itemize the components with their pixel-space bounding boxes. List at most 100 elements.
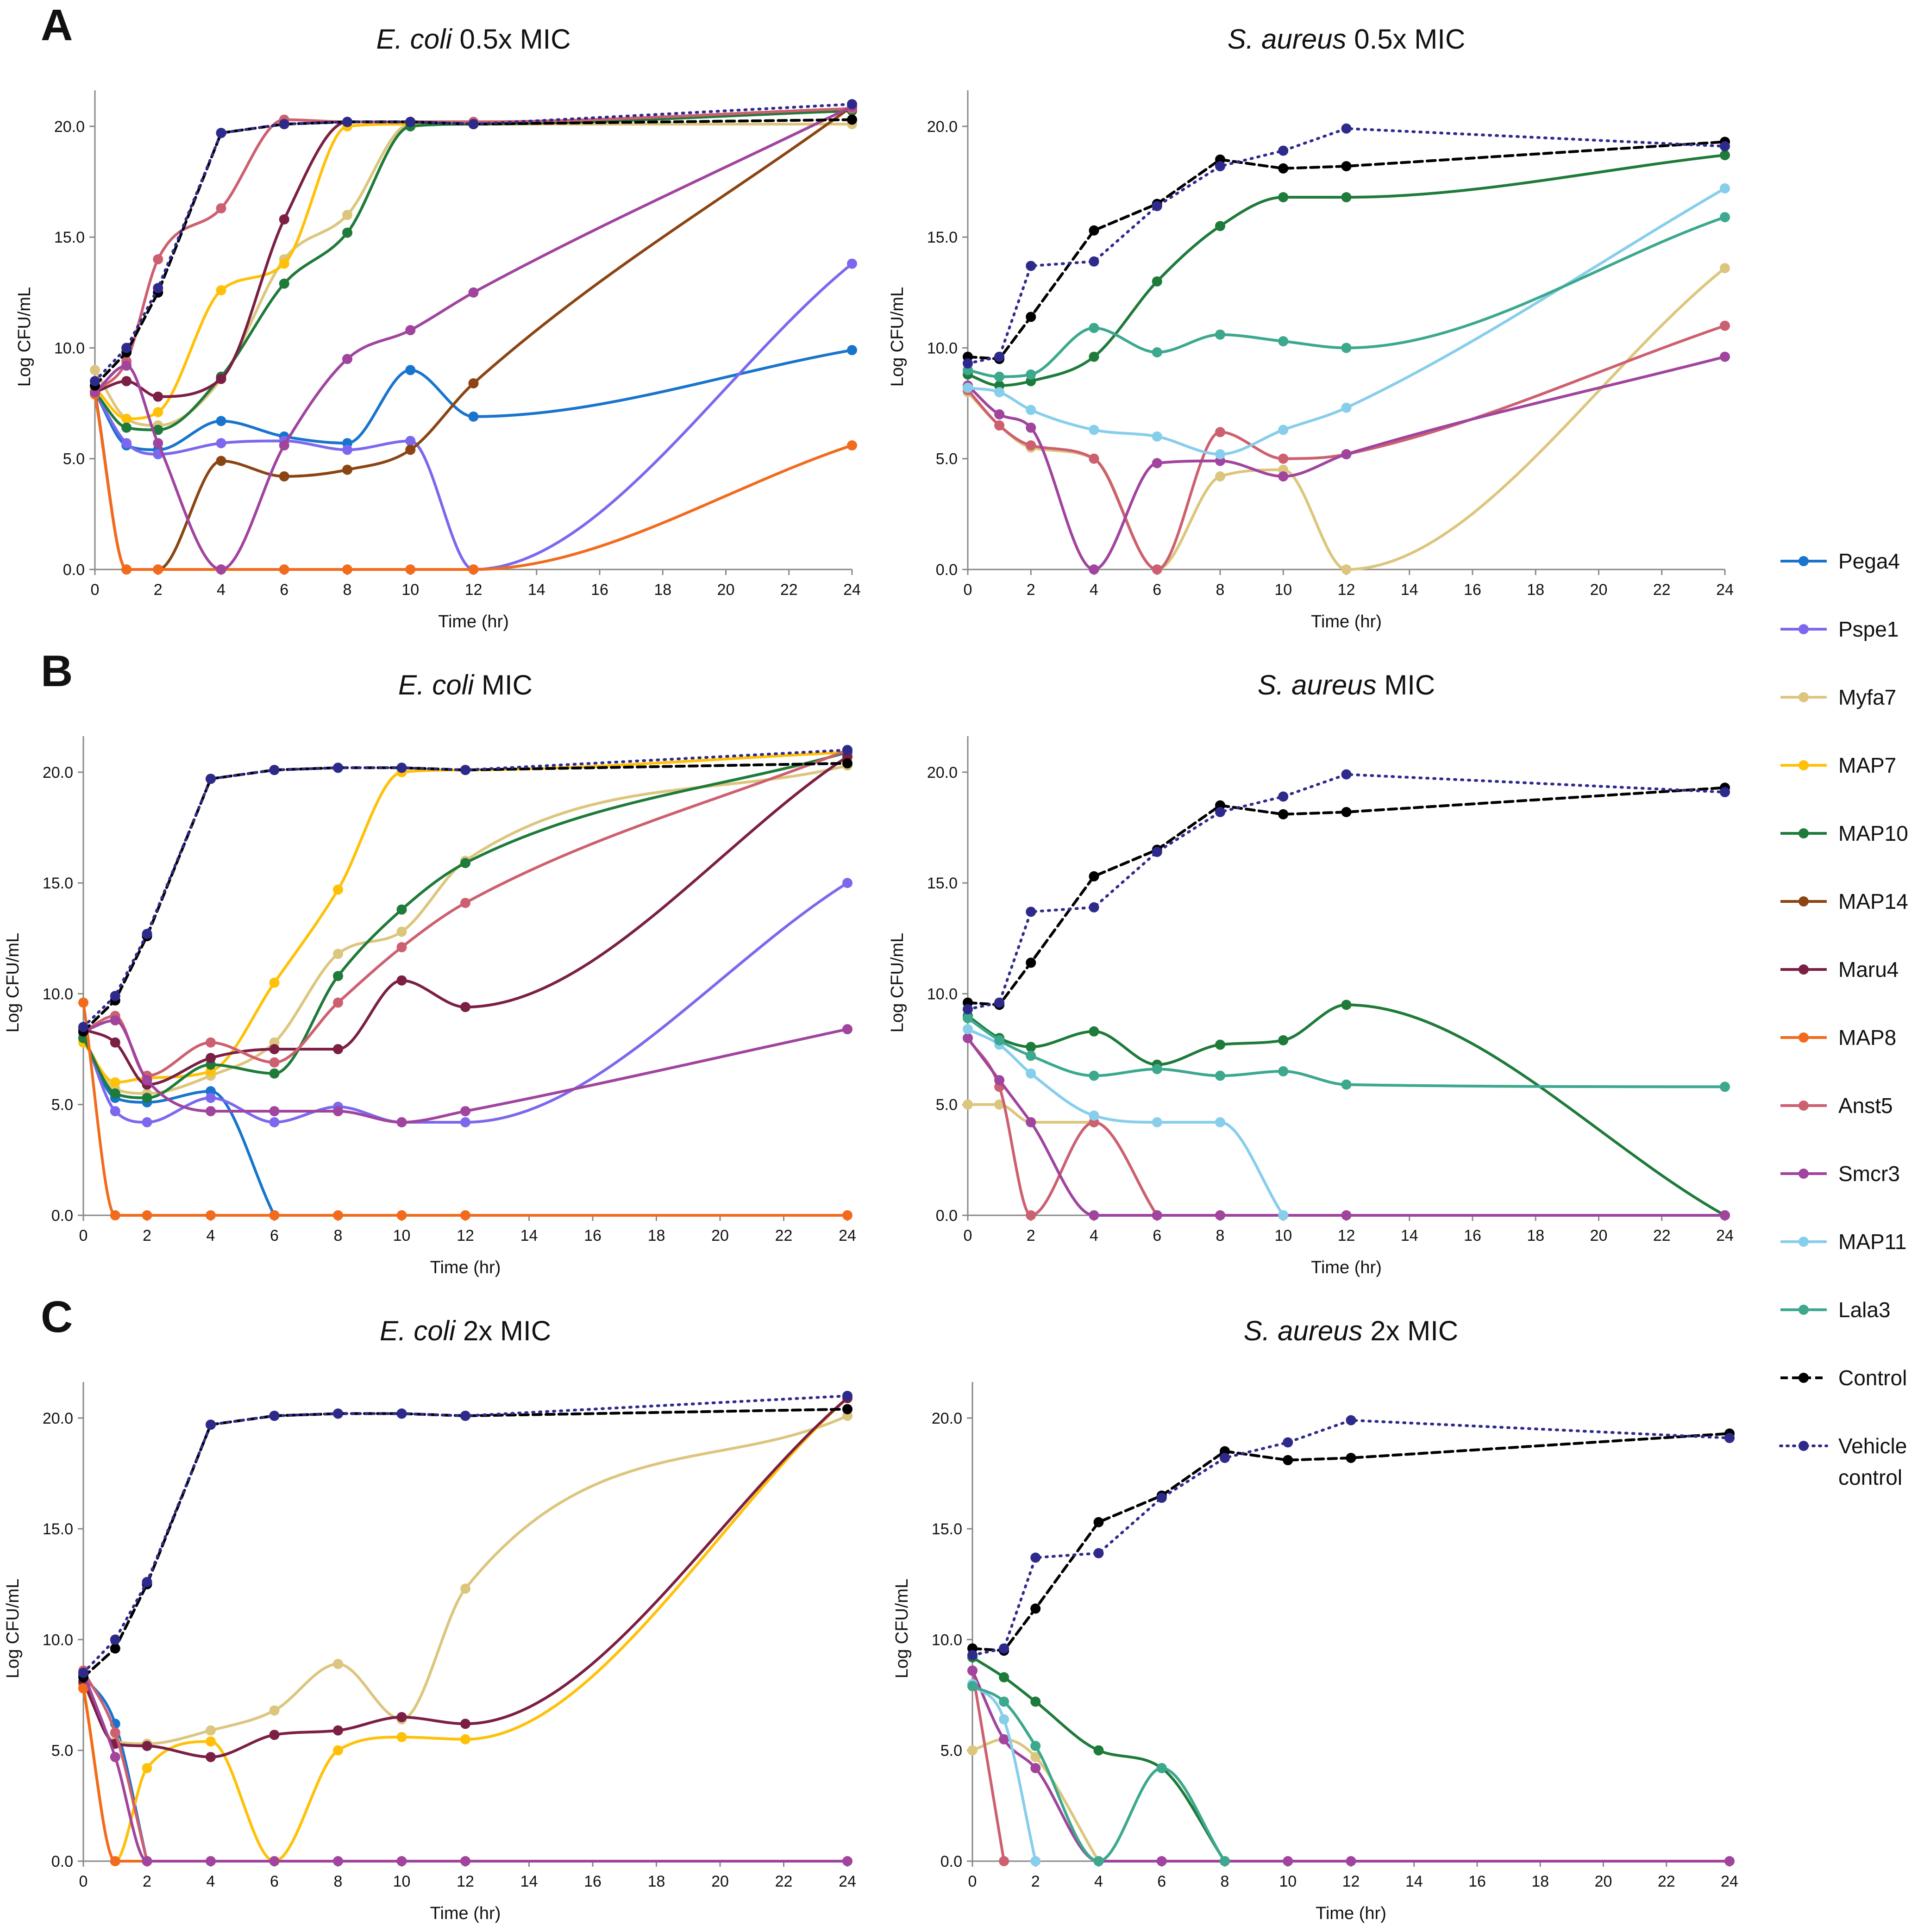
data-point-map11 (963, 382, 973, 393)
y-tick-label: 10.0 (43, 1631, 73, 1649)
series-line-map11 (967, 187, 1726, 456)
x-tick-label: 8 (1216, 1227, 1225, 1244)
data-point-maru4 (142, 1741, 152, 1751)
data-point-vehicle-control (1346, 1415, 1356, 1426)
series-line-pega4 (82, 1037, 276, 1216)
legend-label: MAP11 (1838, 1230, 1906, 1254)
series-vehicle-control (967, 1415, 1735, 1660)
data-point-maru4 (206, 1752, 216, 1763)
legend-label: Smcr3 (1838, 1162, 1900, 1186)
y-tick-label: 5.0 (936, 1096, 958, 1114)
x-tick-label: 22 (1653, 1227, 1671, 1244)
data-point-vehicle-control (842, 1391, 852, 1401)
data-point-vehicle-control (1220, 1453, 1230, 1463)
x-tick-label: 4 (1090, 581, 1098, 599)
data-point-smcr3 (110, 1752, 120, 1763)
data-point-maru4 (279, 214, 289, 225)
series-myfa7 (963, 263, 1730, 575)
data-point-pspe1 (847, 258, 857, 269)
data-point-vehicle-control (142, 929, 152, 939)
data-point-map10 (1093, 1745, 1104, 1756)
series-control (90, 114, 857, 391)
data-point-anst5 (1089, 453, 1099, 464)
data-point-vehicle-control (269, 765, 280, 775)
y-axis-title: Log CFU/mL (3, 933, 23, 1032)
series-anst5 (963, 1033, 1162, 1220)
x-tick-label: 2 (143, 1227, 151, 1244)
series-line-myfa7 (82, 764, 848, 1095)
data-point-vehicle-control (460, 1411, 470, 1421)
data-point-smcr3 (1026, 422, 1036, 433)
data-point-smcr3 (1089, 1210, 1099, 1220)
legend-label: MAP10 (1838, 821, 1908, 845)
y-tick-label: 5.0 (936, 450, 958, 468)
data-point-vehicle-control (999, 1643, 1009, 1654)
series-anst5 (78, 745, 852, 1081)
data-point-lala3 (1156, 1763, 1167, 1773)
legend-item-anst5: Anst5 (1780, 1094, 1893, 1118)
data-point-smcr3 (460, 1106, 470, 1117)
data-point-vehicle-control (963, 358, 973, 369)
data-point-map8 (269, 1210, 280, 1220)
x-tick-label: 12 (457, 1873, 474, 1890)
data-point-map8 (121, 564, 132, 575)
series-line-maru4 (82, 755, 848, 1086)
data-point-map7 (333, 884, 343, 895)
data-point-smcr3 (1341, 449, 1352, 460)
series-line-vehicle-control (966, 773, 1726, 1011)
data-point-map10 (279, 278, 289, 289)
series-line-smcr3 (82, 1019, 848, 1124)
series-map10 (967, 1652, 1230, 1866)
data-point-anst5 (1278, 453, 1289, 464)
series-map11 (967, 1679, 1041, 1866)
data-point-myfa7 (333, 949, 343, 959)
x-tick-label: 12 (465, 581, 483, 599)
data-point-myfa7 (333, 1659, 343, 1669)
series-line-smcr3 (82, 1672, 847, 1863)
data-point-vehicle-control (1341, 769, 1352, 780)
data-point-vehicle-control (1093, 1548, 1104, 1558)
data-point-smcr3 (269, 1106, 280, 1117)
legend-label: Pspe1 (1838, 617, 1899, 641)
data-point-map8 (405, 564, 416, 575)
data-point-myfa7 (963, 1099, 973, 1110)
data-point-myfa7 (1341, 564, 1352, 575)
data-point-control (1030, 1603, 1041, 1614)
legend-item-smcr3: Smcr3 (1780, 1162, 1900, 1186)
series-line-smcr3 (971, 1670, 1730, 1863)
data-point-vehicle-control (153, 283, 163, 294)
data-point-vehicle-control (206, 1419, 216, 1430)
data-point-lala3 (1026, 369, 1036, 380)
data-point-control (842, 758, 852, 769)
x-tick-label: 8 (1216, 581, 1225, 599)
data-point-control (1341, 161, 1352, 171)
chart-title: E. coli MIC (398, 669, 533, 700)
data-point-lala3 (1215, 1070, 1225, 1081)
series-line-lala3 (967, 1017, 1725, 1088)
data-point-anst5 (994, 420, 1005, 431)
series-line-map8 (82, 1688, 211, 1863)
x-tick-label: 20 (1590, 581, 1608, 599)
data-point-smcr3 (1152, 458, 1162, 469)
series-maru4 (78, 751, 852, 1090)
data-point-anst5 (269, 1057, 280, 1068)
legend-swatch-marker (1799, 1305, 1809, 1315)
data-point-myfa7 (967, 1745, 978, 1756)
data-point-lala3 (967, 1681, 978, 1691)
data-point-smcr3 (1156, 1856, 1167, 1866)
y-axis-title: Log CFU/mL (3, 1579, 23, 1678)
series-line-map7 (82, 1397, 848, 1863)
data-point-vehicle-control (1720, 141, 1730, 151)
data-point-map7 (206, 1736, 216, 1747)
x-tick-label: 16 (584, 1873, 602, 1890)
x-tick-label: 20 (717, 581, 735, 599)
data-point-map11 (999, 1714, 1009, 1725)
data-point-vehicle-control (405, 117, 416, 127)
legend-label: Vehicle control (1838, 1434, 1907, 1489)
data-point-map11 (1026, 1068, 1036, 1079)
data-point-vehicle-control (847, 99, 857, 109)
x-tick-label: 20 (711, 1227, 729, 1244)
data-point-smcr3 (1278, 471, 1289, 481)
